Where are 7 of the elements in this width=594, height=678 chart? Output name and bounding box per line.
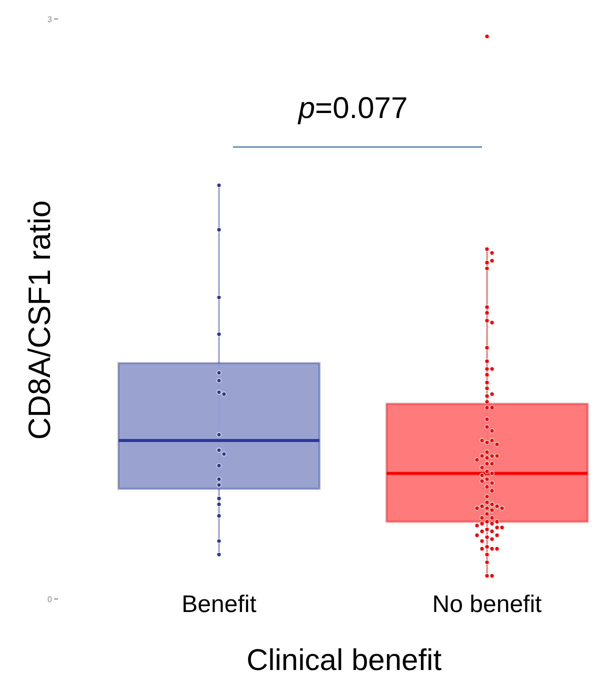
x-tick-label: Benefit [182, 591, 257, 618]
annotation: p=0.077 [297, 92, 408, 125]
x-tick-label: No benefit [432, 591, 542, 618]
y-axis-title: CD8A/CSF1 ratio [22, 200, 57, 440]
y-tick-label: 0 [48, 594, 53, 604]
x-axis-title: Clinical benefit [246, 644, 442, 677]
y-tick-label: 3 [48, 14, 53, 24]
